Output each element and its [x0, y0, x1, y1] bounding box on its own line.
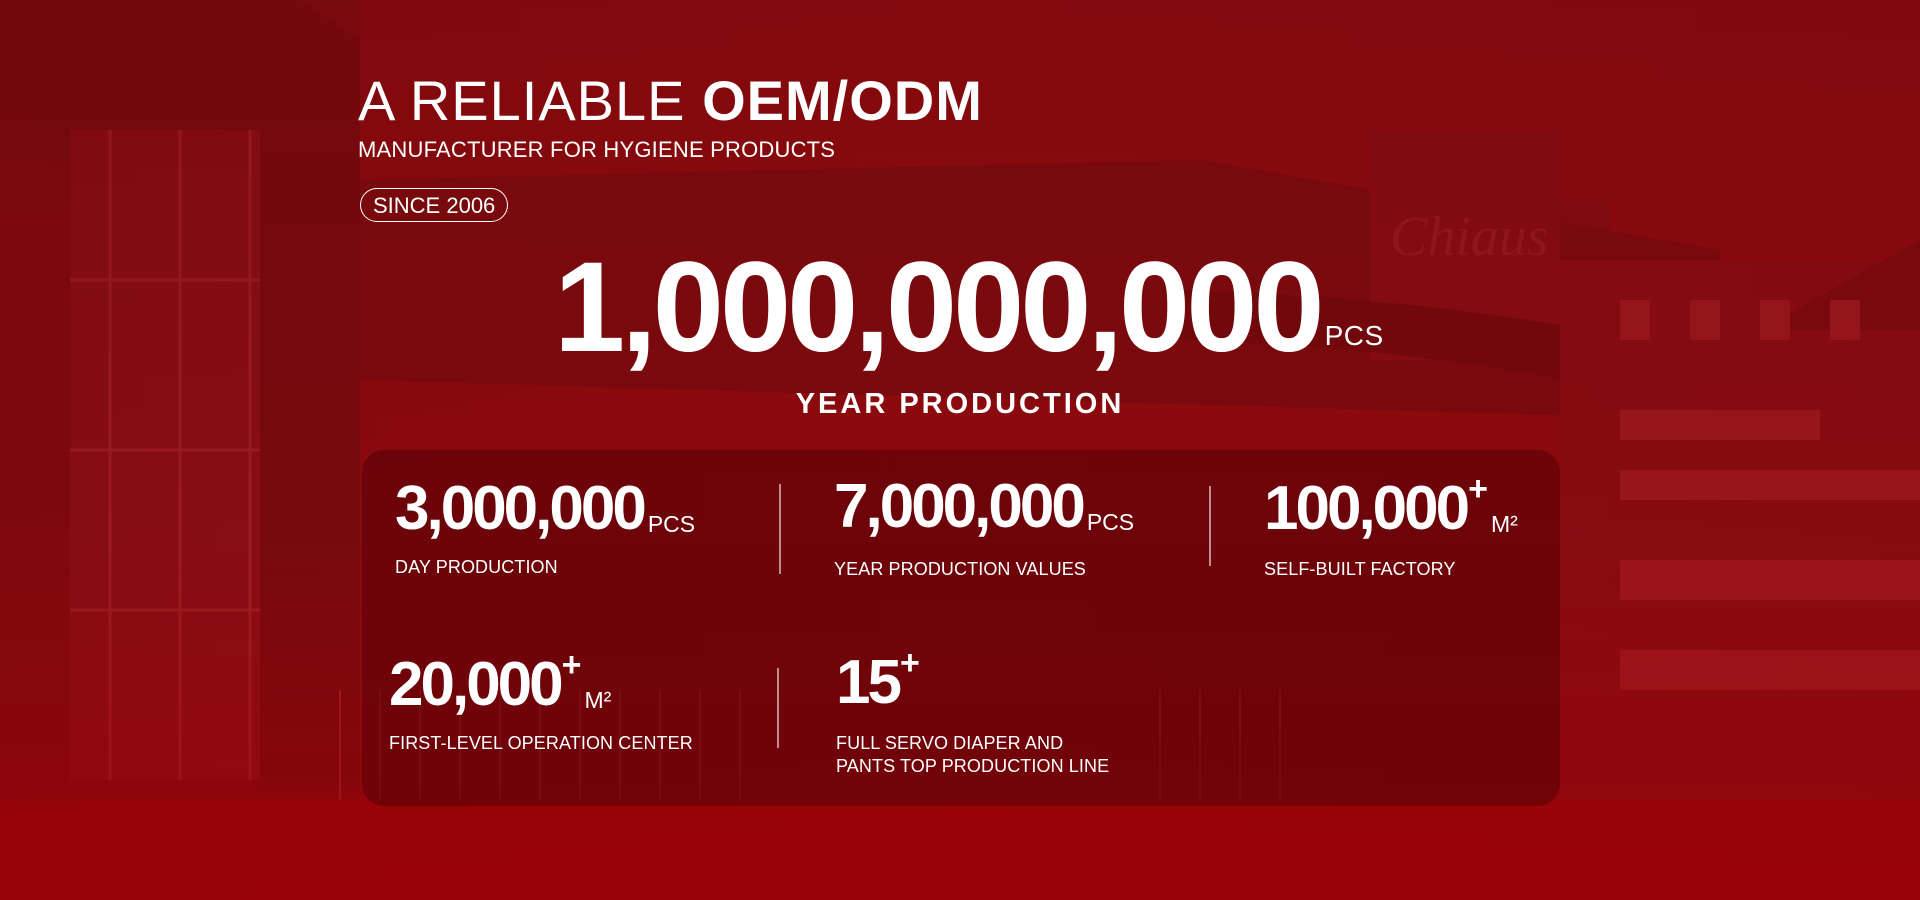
stat-figure: 100,000 + M²	[1264, 472, 1518, 543]
hero-unit: PCS	[1324, 320, 1384, 351]
stat-plus: +	[561, 646, 582, 684]
stat-unit: M²	[1490, 511, 1518, 537]
subheadline: MANUFACTURER FOR HYGIENE PRODUCTS	[358, 137, 836, 162]
hero-value: 1,000,000,000	[554, 236, 1325, 379]
stat-value: 20,000	[389, 650, 564, 719]
hero-figure: 1,000,000,000 PCS	[554, 236, 1384, 379]
stat-label: YEAR PRODUCTION VALUES	[834, 559, 1086, 579]
stat-plus: +	[899, 644, 920, 682]
stat-label: SELF-BUILT FACTORY	[1264, 559, 1456, 579]
stat-label-line-2: PANTS TOP PRODUCTION LINE	[836, 756, 1110, 776]
stat-divider	[1209, 486, 1211, 566]
stat-figure: 3,000,000 PCS	[395, 478, 695, 540]
stat-figure: 20,000 + M²	[389, 648, 693, 719]
stats-panel	[362, 450, 1560, 806]
stat-label: DAY PRODUCTION	[395, 557, 558, 577]
stat-plus: +	[1468, 470, 1488, 508]
stat-value: 3,000,000	[395, 474, 647, 543]
headline-bold: OEM/ODM	[702, 69, 983, 132]
headline-light: A RELIABLE	[358, 69, 703, 132]
stat-operation-center: 20,000 + M² FIRST-LEVEL OPERATION CENTER	[389, 648, 693, 755]
headline: A RELIABLE OEM/ODM	[358, 66, 983, 136]
hero-label: YEAR PRODUCTION	[795, 388, 1125, 420]
stat-production-lines: 15 + FULL SERVO DIAPER AND PANTS TOP PRO…	[836, 646, 1110, 778]
stat-divider	[777, 668, 779, 748]
stat-label: FIRST-LEVEL OPERATION CENTER	[389, 733, 693, 753]
stat-self-built-factory: 100,000 + M² SELF-BUILT FACTORY	[1264, 472, 1518, 581]
stat-value: 100,000	[1264, 474, 1470, 543]
stat-value: 7,000,000	[834, 472, 1086, 541]
stat-unit: M²	[584, 687, 612, 713]
stat-label-line-1: FULL SERVO DIAPER AND	[836, 733, 1064, 753]
stat-figure: 7,000,000 PCS	[834, 476, 1134, 538]
stat-divider	[779, 484, 781, 574]
stat-unit: PCS	[1086, 509, 1135, 535]
since-badge: SINCE 2006	[360, 188, 509, 222]
stat-day-production: 3,000,000 PCS DAY PRODUCTION	[395, 478, 695, 579]
stat-value: 15	[836, 648, 902, 717]
stat-figure: 15 +	[836, 646, 1109, 717]
stat-year-production-values: 7,000,000 PCS YEAR PRODUCTION VALUES	[834, 476, 1134, 581]
stat-unit: PCS	[647, 511, 696, 537]
